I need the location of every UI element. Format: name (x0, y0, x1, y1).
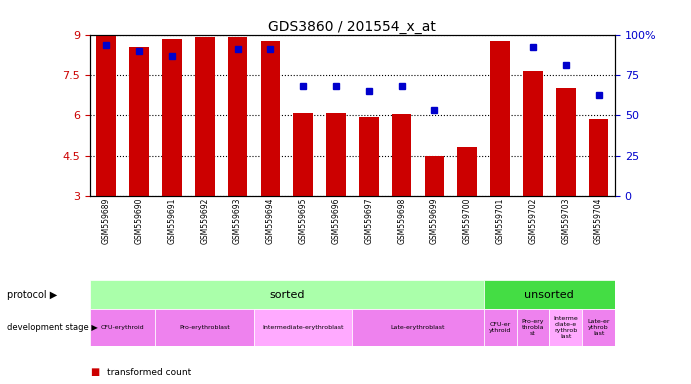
Text: GSM559692: GSM559692 (200, 197, 209, 244)
Bar (523, 71, 542, 196)
Bar (96, 35, 116, 196)
Text: ■: ■ (90, 367, 99, 377)
Text: CFU-er
ythroid: CFU-er ythroid (489, 322, 511, 333)
Text: CFU-erythroid: CFU-erythroid (101, 325, 144, 330)
Text: GSM559703: GSM559703 (561, 197, 570, 244)
Bar (424, 156, 444, 196)
Bar (129, 47, 149, 196)
Text: GSM559690: GSM559690 (135, 197, 144, 244)
Text: GSM559694: GSM559694 (266, 197, 275, 244)
Text: Pro-erythroblast: Pro-erythroblast (180, 325, 230, 330)
Bar (261, 41, 280, 196)
Bar (326, 113, 346, 196)
Bar (516, 309, 549, 346)
Bar (352, 309, 484, 346)
Bar (490, 41, 510, 196)
Bar (484, 309, 516, 346)
Title: GDS3860 / 201554_x_at: GDS3860 / 201554_x_at (269, 20, 436, 33)
Bar (155, 309, 254, 346)
Bar (90, 280, 484, 309)
Text: protocol ▶: protocol ▶ (7, 290, 57, 300)
Bar (293, 113, 313, 196)
Bar (90, 309, 155, 346)
Bar (582, 309, 615, 346)
Bar (392, 114, 411, 196)
Text: GSM559698: GSM559698 (397, 197, 406, 244)
Bar (359, 117, 379, 196)
Bar (195, 37, 214, 196)
Bar (556, 88, 576, 196)
Bar (484, 280, 615, 309)
Text: GSM559696: GSM559696 (332, 197, 341, 244)
Text: transformed count: transformed count (107, 368, 191, 377)
Text: sorted: sorted (269, 290, 305, 300)
Text: GSM559693: GSM559693 (233, 197, 242, 244)
Text: GSM559701: GSM559701 (495, 197, 504, 244)
Text: GSM559704: GSM559704 (594, 197, 603, 244)
Text: GSM559695: GSM559695 (299, 197, 307, 244)
Text: Pro-ery
throbla
st: Pro-ery throbla st (522, 319, 545, 336)
Text: unsorted: unsorted (524, 290, 574, 300)
Text: Late-erythroblast: Late-erythroblast (391, 325, 445, 330)
Text: GSM559691: GSM559691 (167, 197, 176, 244)
Text: GSM559699: GSM559699 (430, 197, 439, 244)
Text: Late-er
ythrob
last: Late-er ythrob last (587, 319, 610, 336)
Bar (162, 39, 182, 196)
Text: development stage ▶: development stage ▶ (7, 323, 98, 332)
Bar (457, 147, 477, 196)
Text: Interme
diate-e
rythrob
last: Interme diate-e rythrob last (553, 316, 578, 339)
Text: GSM559697: GSM559697 (364, 197, 373, 244)
Bar (549, 309, 582, 346)
Bar (254, 309, 352, 346)
Text: GSM559700: GSM559700 (463, 197, 472, 244)
Text: GSM559702: GSM559702 (529, 197, 538, 244)
Bar (227, 37, 247, 196)
Text: GSM559689: GSM559689 (102, 197, 111, 244)
Text: Intermediate-erythroblast: Intermediate-erythroblast (263, 325, 344, 330)
Bar (589, 119, 608, 196)
